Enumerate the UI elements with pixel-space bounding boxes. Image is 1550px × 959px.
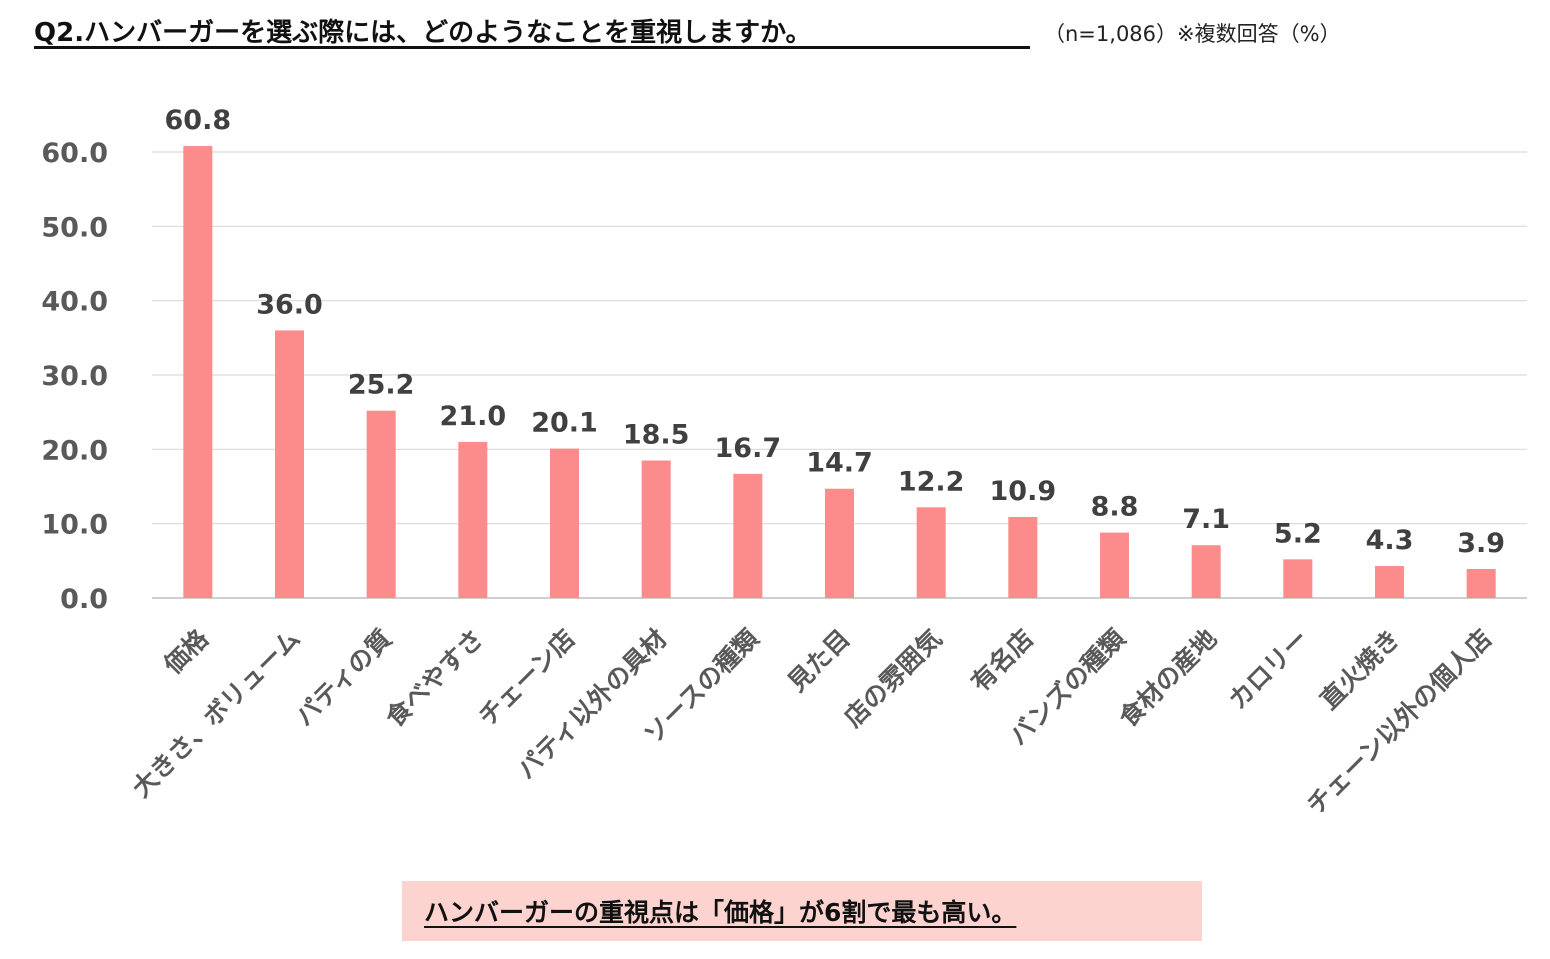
- bar-chart: 0.0 10.0 20.0 30.0 40.0 50.0 60.0 60.8 36.0 25.2…: [41, 105, 1527, 820]
- x-tick-label: 直火焼き: [1315, 624, 1406, 715]
- value-label: 60.8: [165, 105, 232, 136]
- value-label: 18.5: [623, 419, 690, 450]
- x-tick-label: 価格: [157, 623, 214, 680]
- bar: [1191, 545, 1221, 598]
- conclusion-box: ハンバーガーの重視点は「価格」が6割で最も高い。: [402, 881, 1202, 941]
- bar: [733, 473, 763, 598]
- x-tick-label: パティの質: [290, 624, 398, 732]
- value-label: 10.9: [990, 476, 1057, 507]
- x-tick-label: チェーン以外の個人店: [1301, 624, 1497, 820]
- x-tick-label: 食べやすさ: [380, 624, 489, 733]
- bar: [1283, 559, 1313, 598]
- value-label: 36.0: [256, 289, 323, 320]
- bar: [366, 410, 396, 598]
- bar: [1100, 532, 1129, 598]
- bar: [825, 488, 854, 598]
- bar: [916, 507, 946, 598]
- value-label: 16.7: [715, 433, 782, 464]
- x-tick-label: 食材の産地: [1114, 624, 1223, 733]
- chart-subtitle: （n=1,086）※複数回答（%）: [1044, 22, 1341, 46]
- bar: [458, 441, 488, 598]
- bar: [183, 146, 213, 598]
- x-tick-label: 見た目: [782, 624, 856, 698]
- x-tick-label: 店の雰囲気: [839, 624, 948, 733]
- y-tick-label: 20.0: [41, 435, 108, 466]
- value-label: 25.2: [348, 370, 415, 401]
- y-tick-label: 10.0: [41, 510, 108, 541]
- value-label: 5.2: [1274, 518, 1322, 549]
- value-label: 7.1: [1182, 504, 1230, 535]
- value-label: 8.8: [1091, 492, 1139, 523]
- bar: [1466, 569, 1496, 598]
- title-underline: [34, 46, 1030, 49]
- y-tick-label: 40.0: [41, 287, 108, 318]
- y-tick-label: 30.0: [41, 361, 108, 392]
- bar: [275, 330, 304, 598]
- bar: [1008, 516, 1038, 598]
- value-label: 21.0: [440, 401, 507, 432]
- x-axis-labels: 価格大きさ、ボリュームパティの質食べやすさチェーン店パティ以外の具材ソースの種類…: [127, 623, 1498, 820]
- value-label: 12.2: [898, 466, 965, 497]
- conclusion-text: ハンバーガーの重視点は「価格」が6割で最も高い。: [424, 898, 1017, 927]
- x-tick-label: 大きさ、ボリューム: [127, 624, 306, 803]
- value-label: 14.7: [806, 448, 873, 479]
- y-tick-label: 60.0: [41, 138, 108, 169]
- y-tick-label: 50.0: [41, 212, 108, 243]
- value-label: 4.3: [1366, 525, 1414, 556]
- bar: [1375, 566, 1404, 598]
- bar: [550, 448, 579, 598]
- x-tick-label: カロリー: [1223, 624, 1314, 715]
- chart-header: Q2.ハンバーガーを選ぶ際には、どのようなことを重視しますか。 （n=1,086…: [34, 12, 1534, 56]
- bars: [183, 146, 1496, 598]
- value-label: 20.1: [531, 408, 598, 439]
- value-label: 3.9: [1457, 528, 1505, 559]
- bar: [641, 460, 671, 598]
- x-tick-label: 有名店: [966, 624, 1040, 698]
- y-axis-ticks: 0.0 10.0 20.0 30.0 40.0 50.0 60.0: [41, 138, 108, 615]
- y-tick-label: 0.0: [60, 584, 108, 615]
- chart-title: Q2.ハンバーガーを選ぶ際には、どのようなことを重視しますか。: [34, 18, 812, 48]
- value-labels: 60.8 36.0 25.2 21.0 20.1 18.5 16.7 14.7 12.2 10.9…: [165, 105, 1506, 559]
